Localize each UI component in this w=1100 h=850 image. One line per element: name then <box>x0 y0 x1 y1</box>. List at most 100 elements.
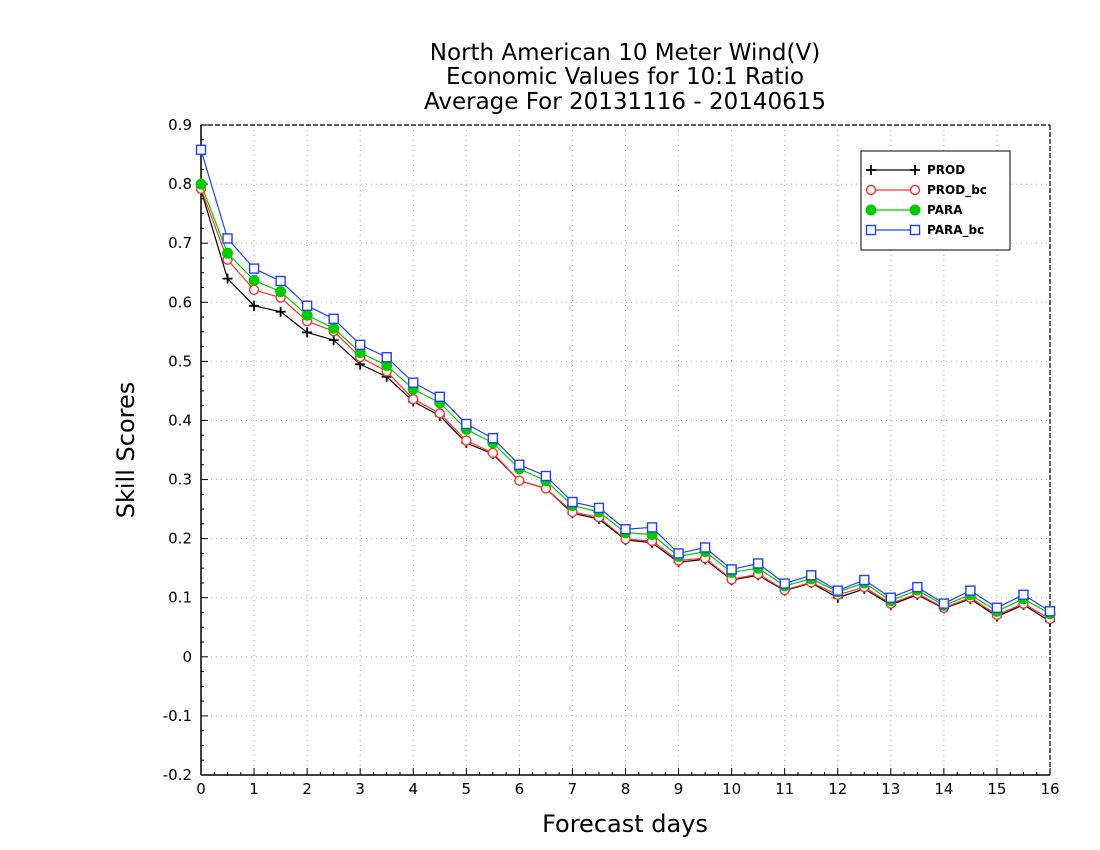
grid <box>201 125 1050 775</box>
y-tick-label: -0.2 <box>163 766 192 784</box>
data-point <box>620 523 631 535</box>
data-point <box>673 548 684 559</box>
data-point <box>752 558 764 569</box>
x-tick-label: 0 <box>196 780 206 798</box>
y-tick-label: 0.3 <box>168 471 192 489</box>
y-tick-label: 0.5 <box>168 352 192 370</box>
axes: 0 1 2 3 4 5 6 7 8 9 10 11 12 13 14 15 16-0.2-0.100.10.20… <box>163 116 1060 798</box>
x-tick-label: 1 <box>249 780 259 798</box>
data-point <box>249 300 260 311</box>
data-point <box>806 570 817 581</box>
data-point <box>487 447 499 459</box>
legend-marker <box>865 224 877 236</box>
legend-label: PROD <box>927 163 965 177</box>
legend-item: PROD_bc <box>865 183 987 198</box>
x-tick-label: 6 <box>515 780 525 798</box>
data-point <box>885 592 897 603</box>
y-tick-label: 0.9 <box>168 116 192 134</box>
data-point <box>859 574 870 586</box>
x-tick-label: 10 <box>722 780 741 798</box>
legend-item: PROD <box>866 163 965 177</box>
x-tick-label: 12 <box>828 780 847 798</box>
title-line-2: Economic Values for 10:1 Ratio <box>446 64 804 90</box>
data-point <box>779 578 790 589</box>
y-tick-label: 0.1 <box>168 589 192 607</box>
y-tick-label: 0.8 <box>168 175 192 193</box>
data-point <box>699 542 711 553</box>
data-point <box>408 377 419 388</box>
data-point <box>991 602 1003 613</box>
x-tick-label: 8 <box>621 780 631 798</box>
y-tick-label: 0.2 <box>168 530 192 548</box>
data-point <box>302 327 313 338</box>
x-axis-label: Forecast days <box>542 810 708 838</box>
data-point <box>938 598 950 609</box>
data-point <box>381 352 392 363</box>
legend-item: PARA_bc <box>865 223 984 238</box>
legend-marker <box>866 165 876 175</box>
data-point <box>275 275 286 287</box>
legend: PROD PROD_bc PARA PARA_bc <box>860 150 1011 251</box>
data-point <box>222 273 233 284</box>
data-point <box>726 564 737 575</box>
y-tick-label: 0.4 <box>168 411 192 429</box>
data-point <box>222 233 233 244</box>
data-point <box>1018 589 1029 600</box>
data-point <box>646 522 658 533</box>
data-point <box>248 284 260 296</box>
legend-marker <box>865 204 877 216</box>
data-point <box>328 313 339 325</box>
y-tick-label: 0 <box>182 648 192 666</box>
legend-marker <box>909 224 921 236</box>
data-point <box>461 418 472 430</box>
data-point <box>1044 606 1056 617</box>
x-tick-label: 7 <box>568 780 578 798</box>
legend-marker <box>910 165 920 175</box>
y-tick-label: -0.1 <box>163 707 192 725</box>
data-point <box>912 581 923 593</box>
data-point <box>275 286 287 298</box>
legend-marker <box>865 184 877 196</box>
y-axis-label: Skill Scores <box>112 382 140 519</box>
x-tick-label: 15 <box>987 780 1006 798</box>
data-point <box>965 585 976 596</box>
legend-box <box>860 150 1011 251</box>
x-tick-label: 14 <box>934 780 953 798</box>
data-point <box>301 309 313 321</box>
data-point <box>301 300 313 312</box>
title-line-3: Average For 20131116 - 20140615 <box>424 89 826 115</box>
legend-item: PARA <box>865 203 963 217</box>
y-tick-label: 0.7 <box>168 234 192 252</box>
legend-label: PROD_bc <box>927 183 987 198</box>
series-lines <box>195 144 1056 627</box>
x-tick-label: 11 <box>775 780 794 798</box>
x-tick-label: 3 <box>355 780 365 798</box>
legend-label: PARA <box>927 203 963 217</box>
data-point <box>248 274 260 286</box>
title-line-1: North American 10 Meter Wind(V) <box>430 40 820 66</box>
legend-marker <box>909 184 921 196</box>
series-line <box>200 188 1051 620</box>
x-tick-label: 9 <box>674 780 684 798</box>
data-point <box>434 408 445 419</box>
data-point <box>248 263 260 274</box>
data-point <box>567 496 578 508</box>
data-point <box>275 306 286 317</box>
y-tick-label: 0.6 <box>168 293 192 311</box>
data-point <box>434 391 445 403</box>
data-point <box>328 335 339 346</box>
data-point <box>222 247 234 259</box>
data-point <box>461 435 472 446</box>
x-tick-label: 4 <box>408 780 418 798</box>
x-tick-label: 2 <box>302 780 312 798</box>
data-point <box>832 585 843 596</box>
series-para-bc <box>195 144 1056 617</box>
legend-marker <box>909 204 921 216</box>
chart-title: North American 10 Meter Wind(V) Economic… <box>424 40 826 115</box>
x-tick-label: 16 <box>1040 780 1059 798</box>
data-point <box>354 339 366 351</box>
data-point <box>195 178 207 190</box>
data-point <box>487 432 499 444</box>
data-point <box>328 322 340 334</box>
